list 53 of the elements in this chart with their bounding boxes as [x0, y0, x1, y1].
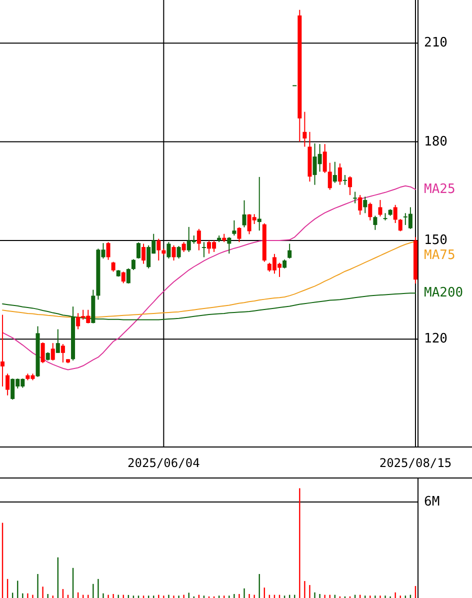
x-tick-label: 2025/06/04 — [128, 456, 200, 470]
candlestick — [111, 261, 116, 272]
candlestick — [302, 111, 307, 148]
y-tick-label: 6M — [424, 494, 440, 510]
candlestick — [332, 161, 337, 184]
candlestick — [142, 243, 146, 264]
candlestick — [237, 226, 242, 243]
x-tick-label: 2025/08/15 — [379, 456, 452, 470]
candlestick — [358, 194, 362, 216]
candlestick — [50, 342, 55, 361]
candlestick — [182, 242, 186, 252]
candlestick — [338, 162, 342, 186]
candlestick — [202, 242, 206, 258]
candlestick — [393, 204, 398, 224]
candlestick — [342, 174, 347, 186]
candlestick — [156, 238, 161, 262]
candlestick — [40, 342, 45, 364]
candlestick — [60, 344, 65, 363]
candlestick — [136, 242, 140, 260]
candlestick — [353, 191, 358, 204]
candlestick — [227, 236, 232, 254]
candlestick — [56, 328, 60, 354]
candlestick — [288, 243, 292, 260]
series-label: MA25 — [424, 182, 456, 198]
candlestick — [172, 244, 176, 262]
candlestick — [131, 258, 136, 271]
candlestick — [176, 246, 181, 260]
candlestick — [232, 220, 236, 236]
candlestick — [196, 228, 201, 251]
candlestick — [242, 200, 246, 228]
candlestick — [121, 271, 126, 284]
candlestick — [106, 242, 110, 260]
candlestick — [368, 202, 372, 221]
y-tick-label: 150 — [424, 232, 448, 248]
candlestick — [378, 199, 382, 217]
candlestick — [166, 242, 171, 260]
line-series — [2, 185, 416, 370]
candlestick — [6, 373, 10, 396]
candlestick — [328, 162, 332, 190]
candlestick — [398, 218, 402, 232]
y-tick-label: 210 — [424, 36, 448, 51]
candlestick — [373, 215, 378, 230]
candlestick — [257, 176, 262, 232]
y-tick-label: 180 — [424, 134, 448, 150]
candlestick — [126, 268, 130, 284]
series-label: MA200 — [424, 286, 464, 301]
candlestick — [383, 212, 388, 221]
candlestick — [363, 196, 368, 214]
series-label: MA75 — [424, 248, 456, 263]
candlestick — [348, 176, 352, 196]
candlestick — [0, 314, 5, 387]
candlestick — [322, 144, 327, 174]
y-tick-label: 120 — [424, 332, 448, 347]
